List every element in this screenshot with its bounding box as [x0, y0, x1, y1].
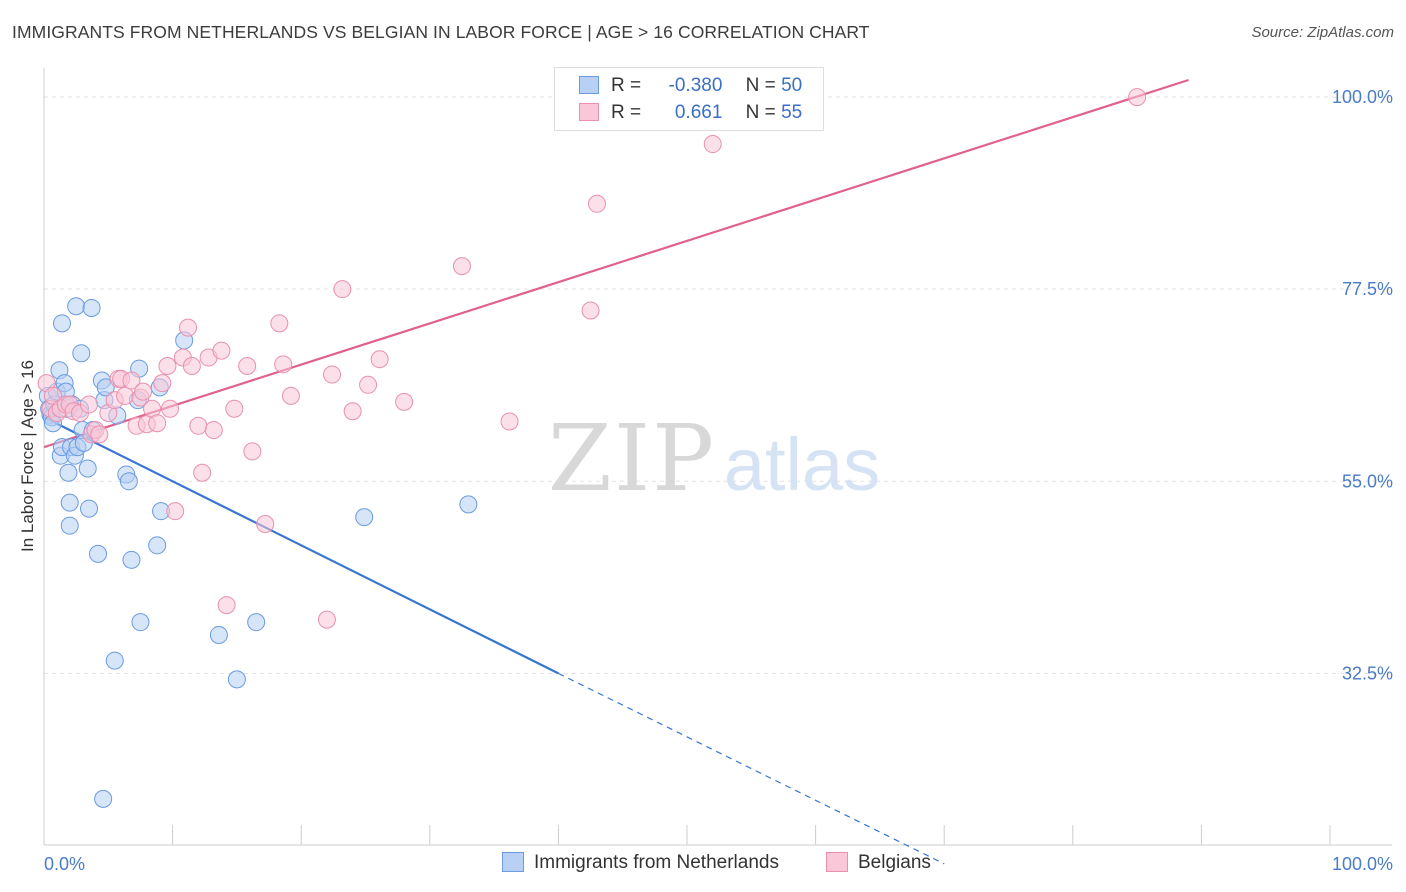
- netherlands-point: [82, 298, 101, 317]
- belgians-point: [281, 386, 300, 405]
- series-name-belgians: Belgians: [858, 852, 931, 873]
- belgians-point: [179, 318, 198, 337]
- series-name-netherlands: Immigrants from Netherlands: [534, 852, 779, 873]
- belgians-point: [370, 350, 389, 369]
- belgians-point: [166, 502, 185, 521]
- netherlands-point: [80, 499, 99, 518]
- netherlands-point: [72, 344, 91, 363]
- watermark-zip: ZIP: [548, 405, 716, 512]
- legend-row-netherlands: R = -0.380 N = 50: [579, 75, 802, 101]
- netherlands-point: [131, 613, 150, 632]
- belgians-point: [500, 412, 519, 431]
- belgians-point: [161, 399, 180, 418]
- y-tick-label: 55.0%: [1342, 471, 1393, 491]
- series-swatch-netherlands: [502, 852, 524, 872]
- data-points: [37, 88, 1147, 808]
- legend-swatch-belgians: [579, 103, 599, 121]
- netherlands-point: [122, 550, 141, 569]
- belgians-point: [193, 463, 212, 482]
- belgians-point: [148, 414, 167, 433]
- tick-labels: 32.5% 55.0% 77.5% 100.0% 0.0% 100.0%: [44, 87, 1393, 874]
- belgians-point: [587, 194, 606, 213]
- belgians-point: [153, 374, 172, 393]
- legend-r-label: R =: [611, 75, 642, 96]
- source-credit: Source: ZipAtlas.com: [1251, 24, 1394, 41]
- x-tick-label: 100.0%: [1332, 854, 1393, 874]
- netherlands-point: [60, 493, 79, 512]
- belgians-point: [80, 395, 99, 414]
- belgians-point: [343, 402, 362, 421]
- y-tick-label: 77.5%: [1342, 279, 1393, 299]
- netherlands-point: [59, 463, 78, 482]
- netherlands-point: [227, 670, 246, 689]
- legend-r-value: -0.380: [668, 75, 723, 96]
- belgians-point: [359, 375, 378, 394]
- y-axis-label: In Labor Force | Age > 16: [18, 359, 37, 553]
- netherlands-point: [78, 459, 97, 478]
- belgians-point: [189, 416, 208, 435]
- belgians-point: [270, 314, 289, 333]
- legend-n-value: 50: [781, 75, 803, 96]
- series-legend-belgians: Belgians: [826, 852, 931, 874]
- series-swatch-belgians: [826, 852, 848, 872]
- netherlands-point: [119, 472, 138, 491]
- belgians-point: [158, 357, 177, 376]
- belgians-point: [182, 357, 201, 376]
- y-tick-label: 32.5%: [1342, 663, 1393, 683]
- belgians-point: [238, 357, 257, 376]
- legend-n-label: N =: [745, 102, 776, 123]
- netherlands-trend-line: [43, 416, 559, 675]
- netherlands-point: [209, 625, 228, 644]
- belgians-point: [116, 386, 135, 405]
- belgians-point: [333, 280, 352, 299]
- series-legend-netherlands: Immigrants from Netherlands: [502, 852, 779, 874]
- netherlands-point: [60, 516, 79, 535]
- legend-r-label: R =: [611, 102, 642, 123]
- belgians-point: [134, 382, 153, 401]
- watermark-atlas: atlas: [724, 423, 880, 506]
- chart-title: IMMIGRANTS FROM NETHERLANDS VS BELGIAN I…: [12, 22, 870, 42]
- y-tick-label: 100.0%: [1332, 87, 1393, 107]
- belgians-point: [323, 365, 342, 384]
- legend-r-value: 0.661: [674, 102, 723, 123]
- belgians-point: [204, 421, 223, 440]
- legend-row-belgians: R = 0.661 N = 55: [579, 102, 802, 128]
- belgians-point: [1128, 88, 1147, 107]
- netherlands-point: [355, 508, 374, 527]
- correlation-legend: R = -0.380 N = 50 R = 0.661 N = 55: [554, 67, 824, 131]
- legend-n-value: 55: [781, 102, 803, 123]
- axes: [43, 68, 1392, 846]
- gridlines: [44, 96, 1390, 674]
- belgians-point: [243, 442, 262, 461]
- netherlands-point: [247, 613, 266, 632]
- belgians-point: [274, 355, 293, 374]
- watermark: ZIP atlas: [548, 405, 880, 512]
- belgians-point: [256, 514, 275, 533]
- belgians-point: [225, 399, 244, 418]
- legend-n-label: N =: [745, 75, 776, 96]
- belgians-point: [122, 371, 141, 390]
- belgians-point: [452, 257, 471, 276]
- netherlands-point: [105, 651, 124, 670]
- netherlands-point: [94, 789, 113, 808]
- trend-lines: [43, 78, 1189, 865]
- belgians-point: [581, 301, 600, 320]
- belgians-point: [703, 135, 722, 154]
- legend-swatch-netherlands: [579, 76, 599, 94]
- netherlands-trend-extrapolation: [558, 672, 945, 865]
- belgians-point: [90, 425, 109, 444]
- belgians-point: [217, 596, 236, 615]
- netherlands-point: [89, 544, 108, 563]
- netherlands-point: [53, 314, 72, 333]
- x-tick-label: 0.0%: [44, 854, 85, 874]
- netherlands-point: [148, 536, 167, 555]
- netherlands-point: [96, 378, 115, 397]
- belgians-trend-line: [43, 78, 1189, 449]
- belgians-point: [317, 610, 336, 629]
- netherlands-point: [67, 297, 86, 316]
- belgians-point: [212, 341, 231, 360]
- belgians-point: [395, 392, 414, 411]
- netherlands-point: [459, 495, 478, 514]
